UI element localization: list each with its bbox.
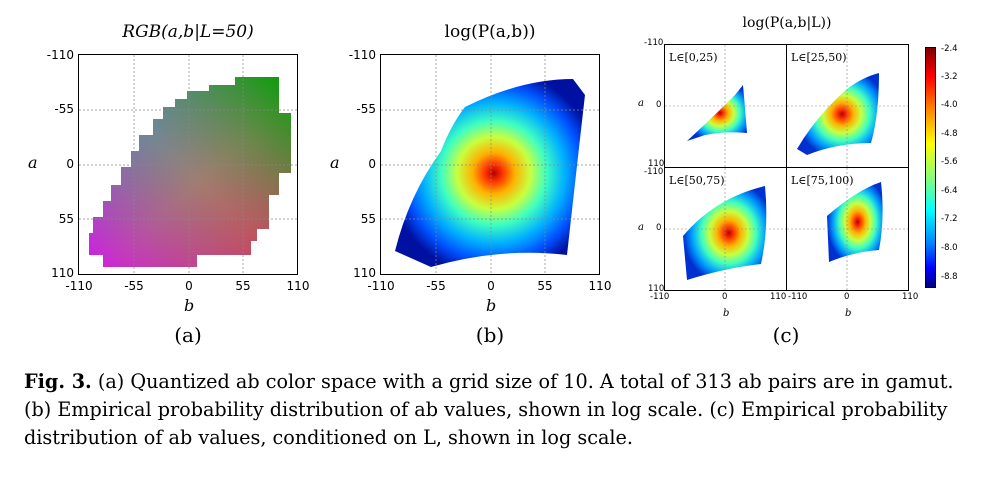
panel-b-sublabel: (b)	[475, 323, 505, 347]
colorbar-tick: -8.0	[941, 243, 958, 253]
panel-c-ylabel: a	[638, 98, 644, 109]
panel-c-xtick: 110	[770, 292, 787, 302]
subplot-l75-100: L∈[75,100)	[786, 167, 909, 291]
panel-a-ylabel: a	[28, 153, 38, 172]
subplot-l25-50: L∈[25,50)	[786, 44, 909, 168]
subplot-canvas	[665, 168, 786, 290]
panel-c-xtick: -110	[650, 292, 670, 302]
caption-text: (a) Quantized ab color space with a grid…	[24, 370, 954, 449]
panel-b-xtick: 110	[588, 279, 612, 293]
subplot-l0-25: L∈[0,25)	[664, 44, 787, 168]
panel-c-ytick: 0	[656, 100, 662, 110]
panel-a-xtick: -110	[65, 279, 93, 293]
panel-b-ytick: -55	[356, 102, 376, 116]
panel-a-ytick: -55	[54, 102, 74, 116]
panel-b-xtick: -55	[426, 279, 446, 293]
panel-a-ytick: 55	[58, 212, 74, 226]
panel-b-xtick: -110	[367, 279, 395, 293]
subplot-l50-75: L∈[50,75)	[664, 167, 787, 291]
panel-a-title: RGB(a,b|L=50)	[122, 22, 254, 42]
subplot-label: L∈[50,75)	[669, 174, 725, 187]
panel-b-ytick: -110	[348, 48, 376, 62]
panel-b-xtick: 55	[537, 279, 553, 293]
panel-b-canvas	[381, 55, 599, 274]
panel-a-canvas	[79, 55, 297, 274]
panel-b-ytick: 55	[360, 212, 376, 226]
figure-caption: Fig. 3. (a) Quantized ab color space wit…	[24, 368, 974, 452]
caption-label: Fig. 3.	[24, 370, 92, 393]
panel-b-ytick: 110	[353, 266, 376, 280]
panel-c-sublabel: (c)	[772, 323, 800, 347]
panel-c-ytick: 110	[648, 284, 665, 294]
colorbar-tick: -4.0	[941, 100, 958, 110]
panel-a-xtick: -55	[124, 279, 144, 293]
panel-a-ytick: -110	[46, 48, 74, 62]
colorbar	[925, 47, 936, 288]
panel-c-ylabel: a	[638, 222, 644, 233]
panel-c-xlabel: b	[723, 308, 730, 319]
panel-b-xtick: 0	[487, 279, 495, 293]
panel-a-xtick: 55	[235, 279, 251, 293]
subplot-canvas	[665, 45, 786, 167]
colorbar-tick: -4.8	[941, 129, 958, 139]
panel-b-plot	[380, 54, 600, 275]
subplot-canvas	[787, 168, 908, 290]
panel-b-xlabel: b	[486, 296, 497, 315]
colorbar-tick: -8.8	[941, 272, 958, 282]
colorbar-tick: -2.4	[941, 44, 958, 54]
colorbar-tick: -6.4	[941, 186, 958, 196]
subplot-label: L∈[75,100)	[791, 174, 854, 187]
panel-a-ytick: 0	[66, 157, 74, 171]
panel-c-ytick: 110	[648, 159, 665, 169]
colorbar-tick: -7.2	[941, 214, 958, 224]
panel-c-title: log(P(a,b|L))	[742, 15, 832, 31]
panel-c-xtick: 110	[902, 292, 919, 302]
colorbar-tick: -5.6	[941, 157, 958, 167]
panel-c-xtick: 0	[722, 292, 728, 302]
panel-c-ytick: -110	[644, 38, 664, 48]
subplot-canvas	[787, 45, 908, 167]
panel-c-xtick: 0	[844, 292, 850, 302]
panel-a-xtick: 0	[185, 279, 193, 293]
panel-a-plot	[78, 54, 298, 275]
panel-a-xtick: 110	[286, 279, 310, 293]
panel-b-ytick: 0	[368, 157, 376, 171]
panel-c-ytick: -110	[644, 167, 664, 177]
panel-b-ylabel: a	[330, 153, 340, 172]
subplot-label: L∈[25,50)	[791, 51, 847, 64]
subplot-label: L∈[0,25)	[669, 51, 718, 64]
panel-a-ytick: 110	[51, 266, 74, 280]
panel-a-sublabel: (a)	[174, 323, 202, 347]
colorbar-tick: -3.2	[941, 72, 958, 82]
panel-b-title: log(P(a,b))	[444, 22, 536, 42]
panel-a-xlabel: b	[184, 296, 195, 315]
panel-c-ytick: 0	[656, 223, 662, 233]
panel-c-xlabel: b	[845, 308, 852, 319]
panel-c-xtick: -110	[788, 292, 808, 302]
